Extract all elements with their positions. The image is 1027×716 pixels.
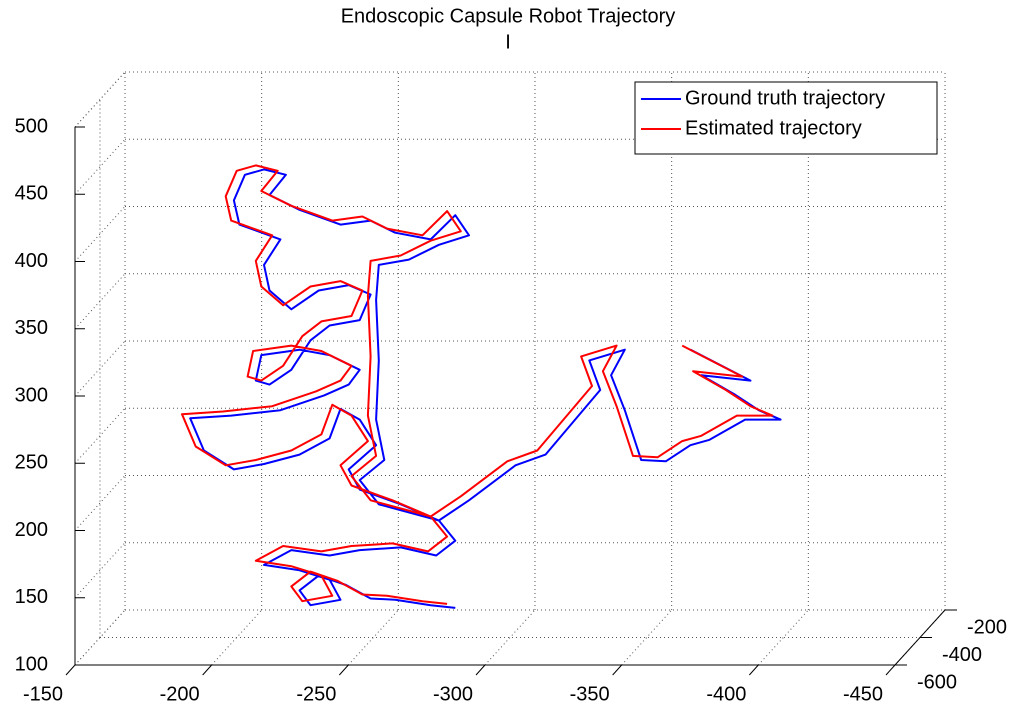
- x-tick: [338, 664, 349, 676]
- grid-line: [74, 273, 126, 330]
- z-tick-label: 100: [15, 653, 48, 675]
- x-tick-label: -250: [296, 683, 336, 705]
- z-tick-label: 250: [15, 452, 48, 474]
- z-tick-label: 400: [15, 250, 48, 272]
- z-tick-label: 450: [15, 183, 48, 205]
- x-tick-label: -450: [843, 683, 883, 705]
- grid-line: [74, 71, 126, 128]
- x-tick: [748, 664, 759, 676]
- grid-line: [74, 407, 126, 464]
- grid-line: [74, 206, 126, 262]
- x-tick-label: -400: [706, 683, 746, 705]
- grid-line: [757, 609, 809, 666]
- z-tick-label: 300: [15, 384, 48, 406]
- grid-line: [74, 475, 126, 531]
- x-tick: [612, 664, 623, 676]
- grid-line: [211, 609, 263, 666]
- grid-line: [74, 542, 126, 599]
- y-tick-label: -400: [942, 644, 982, 666]
- x-tick-label: -200: [160, 683, 200, 705]
- x-tick-label: -150: [23, 683, 63, 705]
- grid-line: [347, 609, 399, 666]
- x-tick-label: -350: [570, 683, 610, 705]
- legend-box: [634, 81, 938, 155]
- z-tick-label: 500: [15, 115, 48, 137]
- z-tick-label: 350: [15, 317, 48, 339]
- grid-line: [74, 609, 126, 666]
- grid-line: [484, 609, 536, 666]
- legend-label: Estimated trajectory: [685, 117, 862, 139]
- x-tick: [475, 664, 486, 676]
- grid-line: [74, 138, 126, 195]
- y-tick-label: -600: [917, 671, 957, 693]
- z-tick-label: 200: [15, 519, 48, 541]
- legend-label: Ground truth trajectory: [685, 87, 885, 109]
- trajectory-line: [189, 168, 782, 609]
- x-tick: [202, 664, 213, 676]
- x-tick: [885, 664, 896, 676]
- x-tick: [65, 664, 76, 676]
- grid-line: [621, 609, 673, 666]
- z-tick-label: 150: [15, 586, 48, 608]
- grid-line: [74, 340, 126, 397]
- chart-title: Endoscopic Capsule Robot Trajectory: [341, 5, 676, 27]
- box-edge: [74, 71, 126, 128]
- chart-subtitle: I: [505, 31, 511, 53]
- trajectory-line: [181, 164, 774, 605]
- y-tick-label: -200: [967, 616, 1007, 638]
- x-tick-label: -300: [433, 683, 473, 705]
